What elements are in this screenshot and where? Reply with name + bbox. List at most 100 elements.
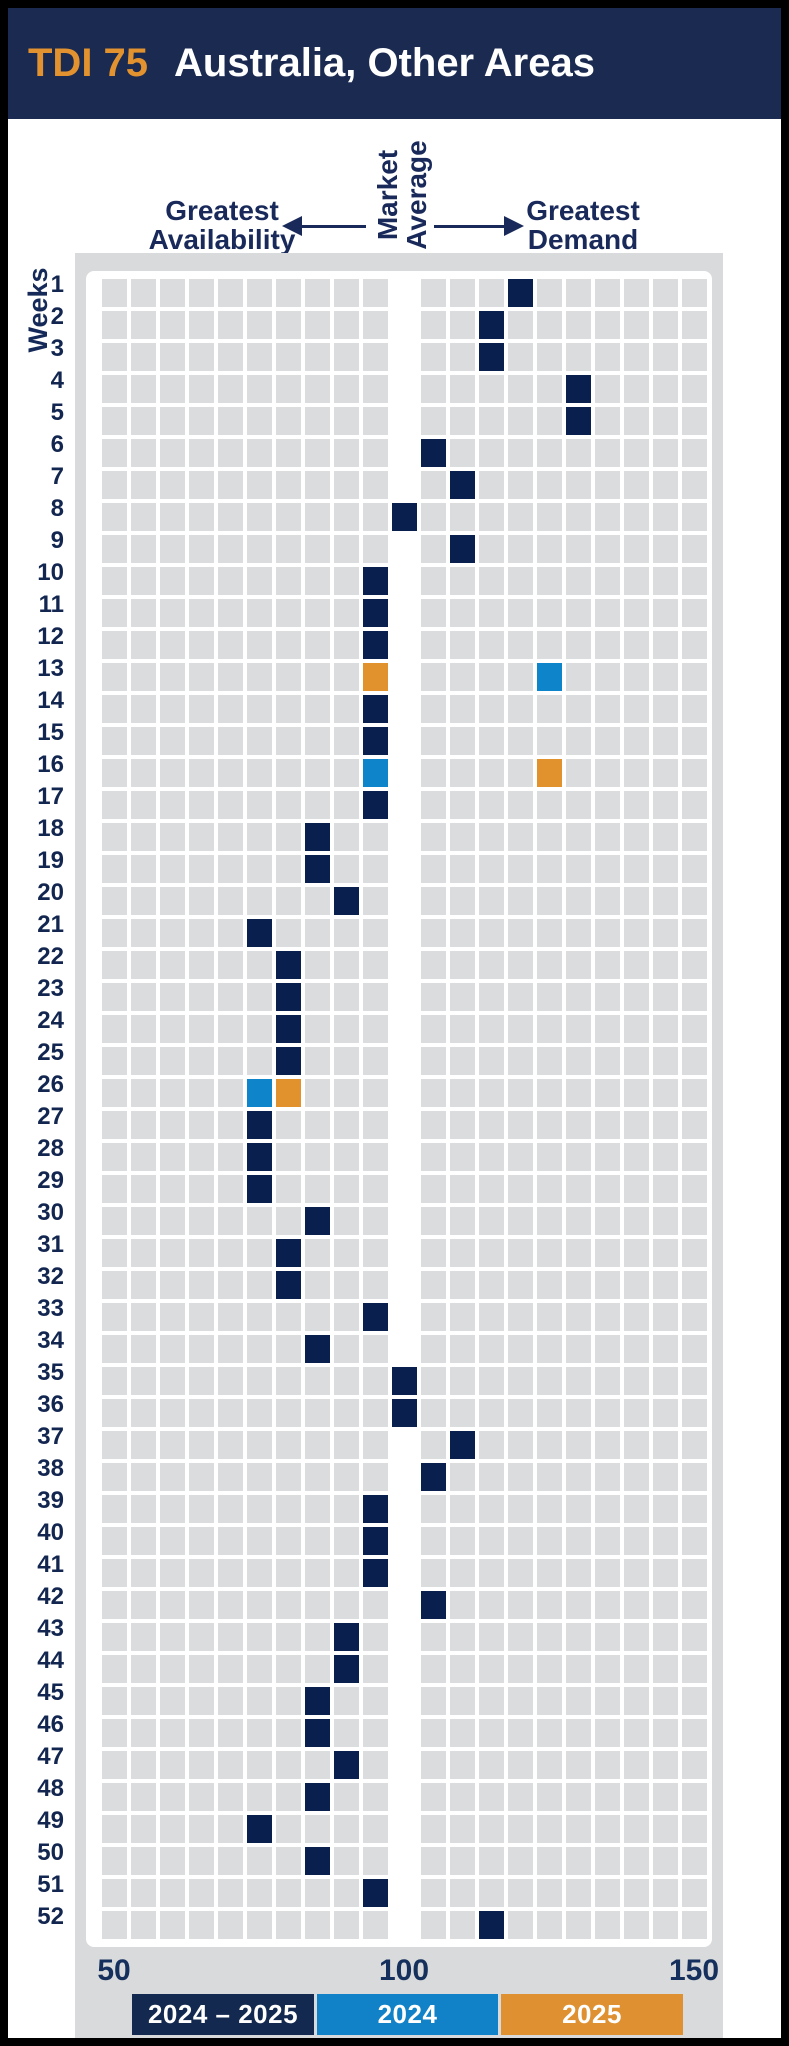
grid-cell (508, 1815, 533, 1843)
grid-cell (160, 727, 185, 755)
grid-cell (276, 1591, 301, 1619)
grid-cell (624, 1143, 649, 1171)
grid-cell (479, 1239, 504, 1267)
grid-cell (218, 1623, 243, 1651)
grid-cell (334, 1207, 359, 1235)
grid-cell (334, 407, 359, 435)
grid-cell (102, 1207, 127, 1235)
grid-cell (595, 1527, 620, 1555)
grid-cell (653, 663, 678, 691)
grid-cell (102, 599, 127, 627)
grid-cell (392, 1847, 417, 1875)
grid-cell (566, 1655, 591, 1683)
grid-cell (131, 1527, 156, 1555)
grid-cell (131, 1271, 156, 1299)
grid-cell (682, 311, 707, 339)
grid-cell (102, 919, 127, 947)
page-title: Australia, Other Areas (174, 41, 595, 85)
grid-cell (595, 1143, 620, 1171)
grid-cell (653, 1783, 678, 1811)
grid-cell (537, 823, 562, 851)
grid-cell (566, 1591, 591, 1619)
grid-cell (363, 1687, 388, 1715)
grid-cell (392, 1687, 417, 1715)
week-label: 27 (37, 1103, 64, 1130)
grid-cell (624, 1463, 649, 1491)
grid-cell (131, 1335, 156, 1363)
grid-cell (392, 1207, 417, 1235)
grid-cell (624, 1111, 649, 1139)
grid-cell (537, 1911, 562, 1939)
grid-cell (276, 1879, 301, 1907)
grid-cell (682, 791, 707, 819)
week-label: 39 (37, 1487, 64, 1514)
grid-cell (305, 663, 330, 691)
grid-cell (479, 599, 504, 627)
grid-cell (305, 1911, 330, 1939)
grid-cell (131, 1751, 156, 1779)
grid-cell (624, 1207, 649, 1235)
grid-cell (537, 407, 562, 435)
grid-cell (305, 1015, 330, 1043)
grid-cell (566, 1367, 591, 1395)
grid-cell (334, 631, 359, 659)
grid-cell (421, 983, 446, 1011)
grid-cell (537, 279, 562, 307)
grid-cell (131, 1623, 156, 1651)
grid-cell (421, 1175, 446, 1203)
grid-cell (131, 1303, 156, 1331)
grid-cell (450, 1751, 475, 1779)
grid-cell (595, 1911, 620, 1939)
grid-cell (160, 1623, 185, 1651)
grid-cell (247, 1271, 272, 1299)
grid-cell (508, 919, 533, 947)
grid-cell (508, 759, 533, 787)
grid-cell (276, 471, 301, 499)
grid-cell (682, 1591, 707, 1619)
grid-cell (595, 1399, 620, 1427)
grid-cell (421, 1431, 446, 1459)
grid-cell (450, 983, 475, 1011)
grid-cell (363, 1015, 388, 1043)
grid-cell (653, 1719, 678, 1747)
grid-cell (624, 983, 649, 1011)
grid-cell (508, 375, 533, 403)
grid-cell (392, 567, 417, 595)
grid-cell (595, 375, 620, 403)
grid-cell (682, 1431, 707, 1459)
grid-cell (421, 1751, 446, 1779)
grid-cell (131, 631, 156, 659)
grid-cell (450, 1495, 475, 1523)
grid-cell (218, 1271, 243, 1299)
grid-cell (508, 503, 533, 531)
grid-cell (247, 791, 272, 819)
grid-cell (653, 1207, 678, 1235)
grid-cell (189, 1143, 214, 1171)
grid-cell (421, 887, 446, 915)
grid-cell (508, 1367, 533, 1395)
grid-cell (450, 1175, 475, 1203)
grid-cell (363, 983, 388, 1011)
grid-cell (218, 1463, 243, 1491)
grid-cell (479, 1655, 504, 1683)
grid-cell (566, 663, 591, 691)
week-label: 6 (50, 431, 64, 458)
grid-cell (624, 919, 649, 947)
grid-cell (334, 535, 359, 563)
grid-cell (276, 1239, 301, 1267)
grid-cell (682, 375, 707, 403)
grid-cell (421, 1143, 446, 1171)
grid-cell (537, 1559, 562, 1587)
week-label: 21 (37, 911, 64, 938)
grid-cell (247, 631, 272, 659)
grid-cell (334, 1623, 359, 1651)
grid-cell (595, 1335, 620, 1363)
grid-cell (450, 1207, 475, 1235)
grid-cell (131, 311, 156, 339)
grid-cell (508, 823, 533, 851)
grid-cell (624, 1687, 649, 1715)
grid-cell (479, 343, 504, 371)
grid-cell (189, 1431, 214, 1459)
grid-cell (392, 855, 417, 883)
grid-cell (334, 759, 359, 787)
